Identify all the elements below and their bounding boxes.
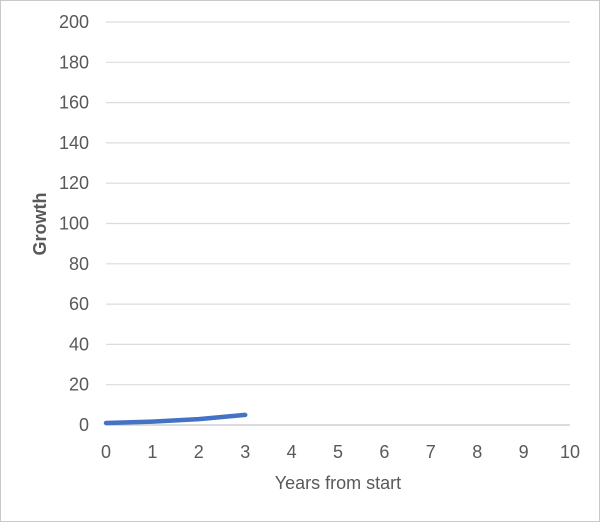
y-tick-label: 100 xyxy=(59,214,89,234)
series-line-group xyxy=(103,412,248,426)
y-tick-label: 0 xyxy=(79,415,89,435)
y-tick-label: 200 xyxy=(59,12,89,32)
horizontal-gridlines xyxy=(106,21,570,386)
x-tick-label: 1 xyxy=(147,442,157,462)
x-tick-label: 6 xyxy=(379,442,389,462)
y-tick-label: 80 xyxy=(69,254,89,274)
y-tick-label: 160 xyxy=(59,93,89,113)
x-tick-label: 5 xyxy=(333,442,343,462)
x-axis-title: Years from start xyxy=(275,473,401,493)
x-tick-label: 9 xyxy=(519,442,529,462)
x-tick-label: 2 xyxy=(194,442,204,462)
growth-series-line xyxy=(103,412,248,426)
y-tick-label: 180 xyxy=(59,52,89,72)
x-tick-label: 4 xyxy=(287,442,297,462)
y-tick-label: 140 xyxy=(59,133,89,153)
x-tick-label: 0 xyxy=(101,442,111,462)
y-tick-label: 40 xyxy=(69,334,89,354)
y-axis-tick-labels: 0 20 40 60 80 100 120 140 160 180 200 xyxy=(59,12,89,435)
y-tick-label: 60 xyxy=(69,294,89,314)
x-axis-tick-labels: 0 1 2 3 4 5 6 7 8 9 10 xyxy=(101,442,580,462)
x-tick-label: 10 xyxy=(560,442,580,462)
x-tick-label: 7 xyxy=(426,442,436,462)
y-tick-label: 20 xyxy=(69,375,89,395)
x-tick-label: 3 xyxy=(240,442,250,462)
y-tick-label: 120 xyxy=(59,173,89,193)
x-tick-label: 8 xyxy=(472,442,482,462)
y-axis-title: Growth xyxy=(30,193,50,256)
